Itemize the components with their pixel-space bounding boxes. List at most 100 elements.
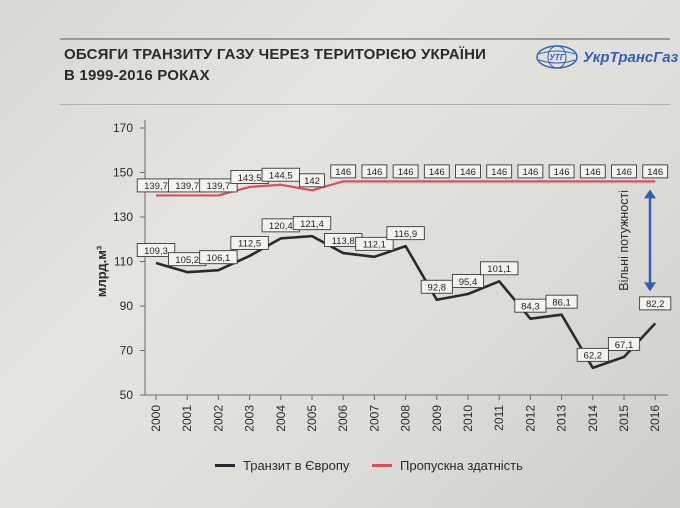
data-label-transit: 95,4	[451, 274, 485, 288]
data-label-box	[639, 296, 672, 311]
slide-title-line2: В 1999-2016 РОКАХ	[64, 67, 210, 84]
data-label-text: 112,5	[238, 239, 261, 250]
y-tick-label: 70	[120, 344, 134, 358]
data-label-capacity: 146	[330, 164, 357, 179]
x-tick-label: 2015	[617, 405, 631, 432]
data-label-transit: 86,1	[545, 294, 578, 309]
data-label-transit: 121,4	[292, 216, 332, 231]
data-label-capacity: 144,5	[261, 167, 300, 182]
y-axis-title: млрд.м³	[94, 245, 109, 297]
x-tick-label: 2004	[274, 405, 288, 432]
data-label-text: 146	[491, 167, 507, 178]
data-label-text: 62,2	[584, 351, 603, 362]
series-line-capacity	[156, 180, 656, 197]
series-line-transit	[155, 234, 657, 370]
data-label-text: 146	[522, 167, 538, 178]
data-label-text: 139,7	[175, 181, 199, 192]
x-tick-label: 2003	[243, 405, 257, 432]
data-label-text: 112,1	[363, 240, 386, 251]
title-bottom-rule	[60, 104, 670, 105]
data-label-box	[330, 164, 357, 179]
data-label-text: 92,8	[428, 283, 447, 294]
annotation-arrow-head-down	[644, 282, 656, 292]
company-logo: УТГ УкрТрансГаз	[535, 44, 678, 70]
data-label-transit: 113,8	[324, 233, 363, 247]
x-tick-label: 2002	[211, 405, 225, 432]
data-label-box	[136, 243, 176, 258]
data-label-box	[545, 294, 578, 309]
data-label-text: 142	[304, 176, 320, 187]
data-label-text: 101,1	[487, 264, 511, 275]
x-tick-label: 2008	[399, 405, 413, 432]
x-tick-label: 2010	[461, 405, 475, 432]
data-label-text: 106,1	[207, 253, 231, 264]
x-tick-label: 2006	[336, 405, 350, 432]
data-label-text: 146	[460, 167, 476, 178]
data-label-box	[230, 235, 269, 250]
data-label-text: 121,4	[300, 219, 324, 230]
data-label-text: 146	[616, 167, 632, 178]
y-tick-label: 110	[114, 255, 133, 269]
x-tick-label: 2013	[555, 405, 569, 432]
data-label-transit: 67,1	[607, 337, 641, 351]
data-label-text: 146	[647, 167, 663, 178]
data-label-capacity: 146	[642, 164, 669, 179]
data-label-transit: 106,1	[199, 250, 238, 265]
legend-swatch-transit	[215, 464, 235, 467]
data-label-box	[611, 164, 637, 179]
data-label-capacity: 146	[579, 164, 606, 179]
data-label-text: 144,5	[269, 171, 293, 182]
annotation-text: Вільні потужності	[617, 190, 631, 291]
data-label-text: 120,4	[269, 221, 293, 232]
data-label-text: 82,2	[646, 299, 665, 310]
data-label-capacity: 146	[548, 164, 575, 179]
slide-title: ОБСЯГИ ТРАНЗИТУ ГАЗУ ЧЕРЕЗ ТЕРИТОРІЄЮ УК…	[64, 44, 624, 86]
data-label-box	[386, 226, 425, 241]
data-label-transit: 92,8	[420, 279, 453, 294]
data-label-capacity: 146	[455, 164, 481, 179]
data-label-text: 109,3	[144, 246, 168, 257]
data-label-box	[486, 164, 513, 179]
data-label-box	[576, 347, 609, 362]
data-label-text: 146	[585, 167, 601, 178]
data-label-transit: 101,1	[480, 261, 519, 276]
chart-lines	[155, 180, 657, 370]
data-label-capacity: 143,5	[230, 170, 269, 184]
x-tick-label: 2007	[367, 405, 381, 432]
x-tick-label: 2005	[305, 405, 319, 432]
x-tick-label: 2014	[586, 405, 600, 432]
data-label-transit: 82,2	[639, 296, 672, 311]
data-label-transit: 62,2	[576, 347, 609, 362]
data-label-capacity: 146	[611, 164, 637, 179]
data-label-box	[642, 164, 669, 179]
data-label-capacity: 139,7	[199, 178, 238, 193]
x-tick-label: 2001	[180, 405, 194, 432]
data-label-box	[517, 164, 544, 179]
data-label-transit: 112,1	[355, 236, 394, 251]
legend-label-transit: Транзит в Європу	[243, 458, 350, 473]
data-label-text: 116,9	[394, 229, 417, 240]
data-label-transit: 84,3	[514, 298, 547, 313]
x-tick-label: 2011	[492, 405, 506, 431]
data-label-capacity: 142	[299, 173, 325, 188]
data-label-text: 84,3	[521, 301, 540, 312]
data-label-text: 146	[398, 167, 414, 178]
logo-mark-text: УТГ	[549, 53, 565, 62]
data-label-text: 86,1	[552, 297, 571, 308]
data-label-box	[607, 337, 641, 351]
data-label-box	[548, 164, 575, 179]
chart-annotation: Вільні потужності	[617, 189, 656, 292]
x-tick-label: 2012	[523, 405, 537, 432]
legend-item-capacity: Пропускна здатність	[372, 458, 523, 473]
x-tick-label: 2009	[430, 405, 444, 432]
legend-item-transit: Транзит в Європу	[215, 458, 349, 473]
data-label-capacity: 146	[517, 164, 544, 179]
y-tick-label: 150	[113, 166, 133, 180]
y-tick-label: 90	[120, 299, 134, 313]
data-label-capacity: 146	[361, 164, 388, 179]
data-label-box	[480, 261, 519, 276]
data-label-box	[451, 274, 485, 288]
data-label-text: 139,7	[144, 181, 168, 192]
y-tick-label: 130	[113, 210, 133, 224]
data-label-transit: 112,5	[230, 235, 269, 250]
